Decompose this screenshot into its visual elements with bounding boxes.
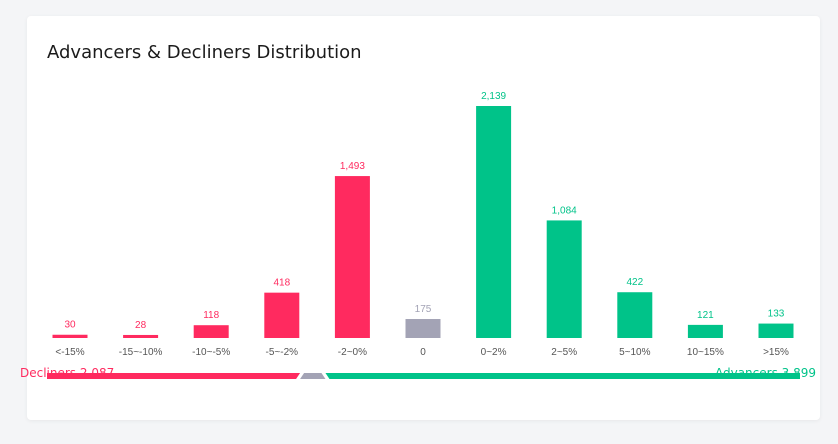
value-label: 30 [64, 320, 76, 331]
unchanged-segment [300, 373, 326, 379]
bar-5~10%[interactable] [617, 292, 653, 338]
bar--15~-10%[interactable] [123, 334, 159, 338]
x-tick-label: -5~-2% [266, 347, 299, 358]
chart-title: Advancers & Decliners Distribution [47, 42, 362, 63]
bar-0~2%[interactable] [476, 106, 512, 338]
x-tick-label: -2~0% [338, 347, 367, 358]
value-label: 1,084 [552, 205, 577, 216]
advancers-total: Advancers 3,899 [714, 366, 816, 380]
x-tick-label: 2~5% [551, 347, 577, 358]
advancers-segment [325, 373, 800, 379]
x-tick-label: 0~2% [481, 347, 507, 358]
x-tick-label: -10~-5% [192, 347, 230, 358]
x-tick-label: <-15% [55, 347, 84, 358]
value-label: 118 [203, 310, 219, 321]
x-tick-label: 5~10% [619, 347, 651, 358]
x-tick-label: 10~15% [687, 347, 724, 358]
x-tick-label: 0 [420, 347, 426, 358]
value-label: 175 [415, 304, 432, 315]
distribution-card: Advancers & Decliners Distribution [27, 16, 820, 420]
bar--2~0%[interactable] [334, 176, 370, 338]
decliners-segment [47, 373, 301, 379]
x-tick-label: -15~-10% [119, 347, 163, 358]
bar->15%[interactable] [758, 323, 794, 338]
bar-10~15%[interactable] [687, 324, 723, 338]
x-tick-label: >15% [763, 347, 789, 358]
bar--10~-5%[interactable] [193, 325, 229, 338]
bar-0[interactable] [405, 319, 441, 338]
value-label: 1,493 [340, 161, 365, 172]
value-label: 28 [135, 320, 147, 331]
value-label: 133 [768, 309, 785, 320]
value-label: 2,139 [481, 91, 506, 102]
value-label: 422 [626, 277, 643, 288]
bar--5~-2%[interactable] [264, 292, 300, 338]
bar-2~5%[interactable] [546, 220, 582, 338]
decliners-total: Decliners 2,087 [20, 366, 115, 380]
value-label: 418 [273, 278, 290, 289]
value-label: 121 [697, 310, 714, 321]
advancers-decliners-ratio-bar [47, 373, 800, 379]
bar-<-15%[interactable] [52, 334, 88, 338]
